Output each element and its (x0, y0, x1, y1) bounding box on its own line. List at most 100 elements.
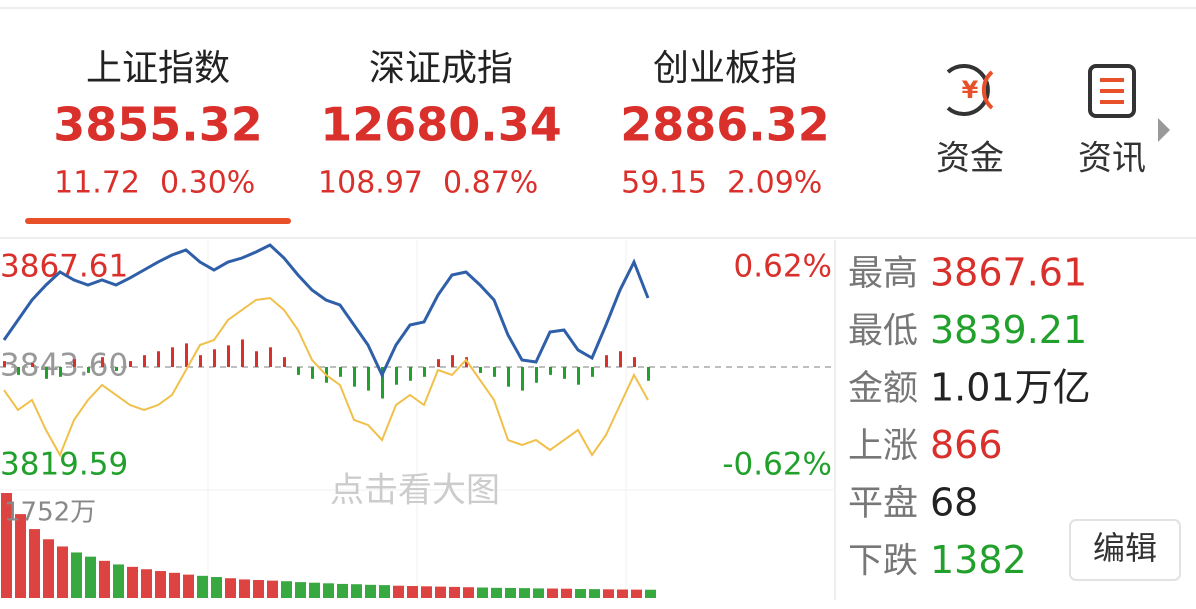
breadth-bar (129, 361, 132, 367)
volume-bar (225, 578, 236, 598)
series-line (2, 243, 650, 379)
volume-bar (337, 583, 348, 598)
volume-bar (463, 587, 474, 598)
breadth-bar (339, 367, 342, 377)
stat-value: 866 (930, 423, 1003, 467)
index-name[interactable]: 上证指数 (86, 48, 230, 89)
volume-bar (519, 588, 530, 598)
breadth-bar (423, 367, 426, 377)
breadth-bar (311, 367, 314, 379)
volume-bar (15, 514, 26, 598)
breadth-bar (605, 355, 608, 367)
breadth-bar (451, 355, 454, 367)
volume-bar (155, 571, 166, 598)
y2-tick-label: 0.62% (734, 249, 832, 285)
breadth-bar (395, 367, 398, 385)
volume-bar (253, 580, 264, 598)
volume-bar (169, 572, 180, 598)
y-tick-label: 3867.61 (0, 249, 128, 285)
volume-bar (547, 588, 558, 598)
volume-bar (281, 581, 292, 598)
breadth-bar (31, 363, 34, 367)
volume-bar (127, 566, 138, 598)
index-price[interactable]: 2886.32 (620, 98, 830, 152)
breadth-bar (437, 359, 440, 367)
breadth-bar (101, 357, 104, 367)
stat-label: 最低 (848, 312, 918, 352)
breadth-bar (73, 359, 76, 367)
volume-bar (421, 586, 432, 598)
breadth-bar (535, 367, 538, 383)
index-name[interactable]: 深证成指 (369, 48, 513, 89)
volume-bar (589, 589, 600, 598)
volume-bar (295, 582, 306, 598)
breadth-bar (633, 357, 636, 367)
breadth-bar (409, 367, 412, 381)
index-change[interactable]: 59.15 (621, 166, 707, 201)
breadth-bar (59, 367, 62, 377)
active-tab-underline (25, 218, 291, 224)
index-change[interactable]: 11.72 (54, 166, 140, 201)
breadth-bar (213, 349, 216, 367)
icon-arc (946, 64, 990, 116)
breadth-bar (283, 357, 286, 367)
volume-bar (99, 560, 110, 598)
volume-bar (575, 589, 586, 598)
breadth-bar (367, 367, 370, 391)
index-pct[interactable]: 0.30% (160, 166, 255, 201)
breadth-bar (507, 367, 510, 387)
watermark[interactable]: 点击看大图 (330, 471, 500, 511)
breadth-bar (647, 367, 650, 381)
volume-bar (323, 583, 334, 598)
news-icon[interactable] (1088, 64, 1136, 118)
edit-button-label[interactable]: 编辑 (1093, 529, 1157, 567)
breadth-bar (521, 367, 524, 391)
volume-bar (477, 587, 488, 598)
fund-icon[interactable]: ¥ (946, 64, 994, 116)
volume-bar (309, 582, 320, 598)
breadth-bar (199, 355, 202, 367)
volume-bar (197, 575, 208, 598)
stat-label: 最高 (848, 254, 918, 294)
index-change[interactable]: 108.97 (318, 166, 423, 201)
y-tick-label: 3819.59 (0, 447, 128, 483)
volume-bar (449, 586, 460, 598)
tool-label[interactable]: 资讯 (1078, 139, 1146, 179)
volume-bar (533, 588, 544, 598)
edit-button[interactable] (1069, 519, 1181, 581)
stat-value: 1.01万亿 (930, 366, 1091, 410)
volume-bar (71, 552, 82, 598)
breadth-bar (143, 355, 146, 367)
scroll-arrow[interactable] (1158, 118, 1170, 142)
stat-value: 3867.61 (930, 251, 1087, 295)
volume-bar (407, 586, 418, 598)
tool-label[interactable]: 资金 (936, 139, 1004, 179)
volume-bar (379, 585, 390, 598)
stat-value: 3839.21 (930, 308, 1087, 352)
breadth-bar (157, 351, 160, 367)
volume-bar (57, 546, 68, 598)
breadth-bar (479, 367, 482, 373)
breadth-bar (381, 367, 384, 399)
breadth-bar (185, 343, 188, 367)
breadth-bar (87, 367, 90, 373)
index-pct[interactable]: 2.09% (727, 166, 822, 201)
volume-tick-label: 1752万 (4, 498, 96, 528)
volume-bar (183, 574, 194, 598)
index-name[interactable]: 创业板指 (653, 48, 797, 89)
stat-label: 金额 (848, 369, 918, 409)
breadth-bar (353, 367, 356, 387)
breadth-bar (255, 351, 258, 367)
index-pct[interactable]: 0.87% (443, 166, 538, 201)
stat-label: 上涨 (848, 427, 918, 467)
breadth-bar (269, 347, 272, 367)
y2-tick-label: -0.62% (722, 447, 832, 483)
volume-bar (85, 556, 96, 598)
breadth-bar (171, 347, 174, 367)
index-price[interactable]: 12680.34 (320, 98, 562, 152)
breadth-bar (17, 367, 20, 375)
volume-bar (631, 589, 642, 598)
index-price[interactable]: 3855.32 (53, 98, 263, 152)
